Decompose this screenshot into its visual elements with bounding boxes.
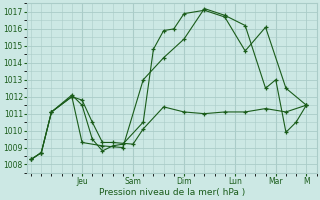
- X-axis label: Pression niveau de la mer( hPa ): Pression niveau de la mer( hPa ): [99, 188, 245, 197]
